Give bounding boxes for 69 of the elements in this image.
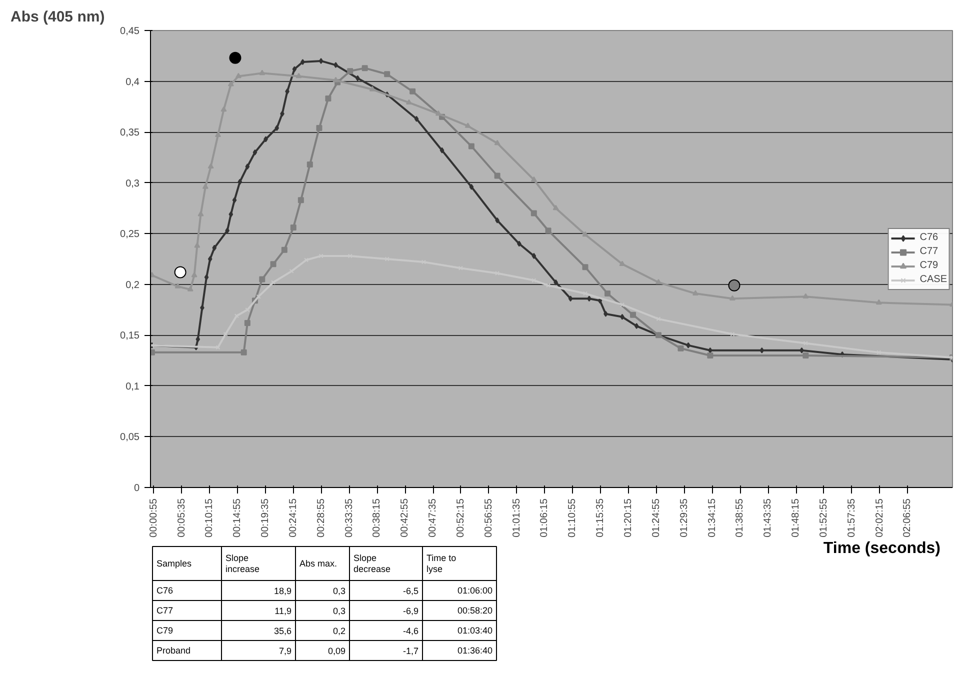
x-tick-label: 01:29:35 (678, 498, 690, 538)
y-tick-label: 0 (134, 483, 140, 494)
x-tick-label: 01:38:55 (734, 498, 746, 538)
x-tick-label: 01:34:15 (706, 498, 718, 538)
y-tick-label: 0,4 (126, 76, 140, 88)
x-tick-label: 01:01:35 (511, 498, 522, 538)
text: 35,6 (274, 626, 292, 636)
x-tick-label: 01:52:55 (818, 498, 830, 538)
x-tick-label: 00:56:55 (483, 498, 494, 538)
text: Abs max. (300, 558, 338, 568)
x-tick-label: 00:42:55 (400, 498, 411, 538)
text: C79 (156, 626, 174, 636)
x-tick-label: 01:06:15 (539, 498, 550, 538)
y-tick-label: 0,15 (120, 330, 140, 342)
y-tick-label: 0,25 (120, 229, 140, 240)
x-tick-label: 00:38:15 (372, 498, 383, 538)
x-tick-label: 02:02:15 (874, 498, 886, 538)
text: Time to lyse (426, 553, 456, 574)
text: 7,9 (278, 646, 292, 656)
text: Proband (156, 646, 191, 656)
y-tick-label: 0,2 (126, 280, 140, 291)
text: 01:36:40 (457, 646, 493, 656)
text: -4,6 (402, 626, 419, 636)
y-tick-label: 0,3 (126, 178, 140, 190)
legend-label: C77 (920, 245, 940, 258)
text: 18,9 (274, 586, 292, 596)
text: C77 (156, 606, 174, 616)
x-tick-label: 00:24:15 (288, 498, 299, 538)
y-tick-label: 0,45 (120, 26, 140, 37)
x-tick-label: 01:48:15 (790, 498, 802, 538)
x-tick-label: 00:28:55 (316, 498, 327, 538)
x-tick-label: 01:43:35 (762, 498, 774, 538)
text: -1,7 (402, 646, 419, 656)
x-tick-label: 01:10:55 (567, 498, 578, 538)
text: 00:58:20 (457, 606, 493, 616)
x-tick-label: 01:20:15 (623, 498, 634, 538)
text: 01:06:00 (457, 586, 493, 596)
text: 0,3 (332, 586, 346, 596)
text: Slope increase (226, 553, 260, 574)
legend-label: CASE (920, 273, 947, 286)
text: Slope decrease (354, 553, 391, 574)
x-tick-label: 00:47:35 (428, 498, 439, 538)
x-tick-label: 00:00:55 (148, 498, 160, 538)
x-tick-label: 00:14:55 (232, 498, 244, 538)
text: 11,9 (274, 606, 292, 616)
y-tick-label: 0,35 (120, 128, 140, 139)
x-tick-label: 00:33:35 (344, 498, 355, 538)
text: 01:03:40 (457, 626, 493, 636)
x-tick-label: 00:19:35 (260, 498, 272, 538)
text: 0,2 (332, 626, 346, 636)
x-tick-label: 01:24:55 (650, 498, 662, 538)
text: -6,5 (402, 586, 419, 596)
x-tick-label: 01:57:35 (846, 498, 858, 538)
y-tick-label: 0,1 (126, 381, 140, 392)
text: -6,9 (402, 606, 419, 616)
x-tick-label: 01:15:35 (595, 498, 606, 538)
x-tick-label: 00:05:35 (176, 498, 188, 538)
x-axis-title: Time (seconds) (823, 540, 941, 557)
text: C76 (156, 586, 174, 596)
x-tick-label: 00:52:15 (455, 498, 466, 538)
y-tick-label: 0,05 (120, 432, 140, 444)
x-tick-label: 00:10:15 (204, 498, 216, 538)
text: 0,09 (328, 646, 346, 656)
legend-label: C79 (920, 259, 940, 272)
text: Samples (156, 558, 192, 568)
legend-label: C76 (920, 231, 940, 244)
y-axis-title: Abs (405 nm) (10, 8, 105, 26)
x-tick-label: 02:06:55 (902, 498, 914, 538)
text: 0,3 (332, 606, 346, 616)
